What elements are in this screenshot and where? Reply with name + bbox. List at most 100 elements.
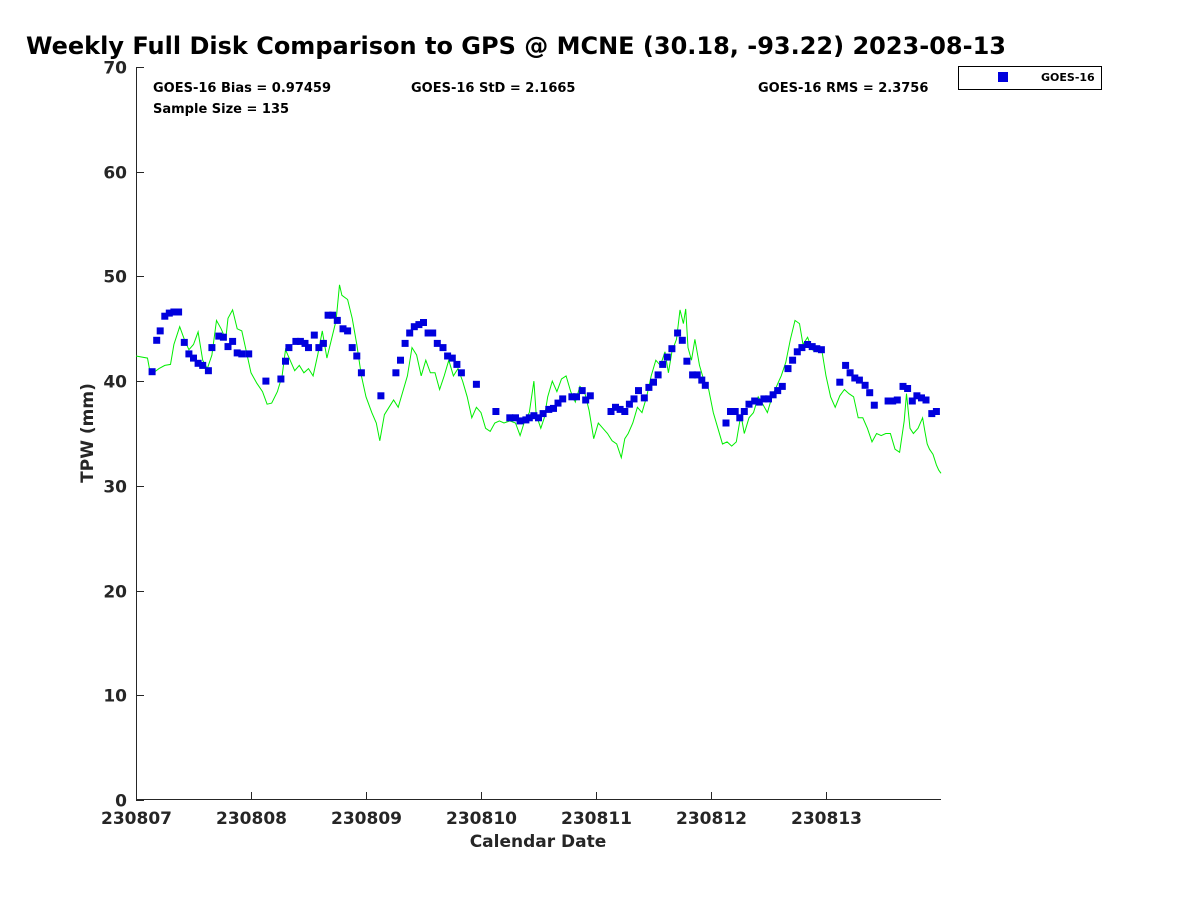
goes-16-point: [640, 394, 648, 402]
goes-16-point: [683, 357, 691, 365]
y-axis-ticks: 0 10 20 30 40 50 60 70: [103, 59, 144, 812]
goes-16-point: [765, 395, 772, 403]
goes-16-point: [893, 396, 901, 404]
goes-16-point: [310, 331, 318, 339]
x-tick-label: 230808: [216, 809, 287, 829]
goes-16-point: [918, 394, 925, 402]
y-tick-label: 50: [103, 268, 127, 288]
goes-16-point: [333, 316, 341, 324]
goes-16-point: [645, 383, 653, 391]
goes-16-point: [573, 393, 580, 401]
goes-16-point: [233, 349, 241, 357]
goes-16-point: [751, 397, 759, 405]
goes-16-point: [453, 360, 461, 368]
goes-16-point: [908, 397, 916, 405]
x-tick-label: 230807: [101, 809, 172, 829]
goes-16-point: [607, 408, 615, 415]
goes-16-point: [568, 393, 576, 401]
goes-16-point: [315, 344, 323, 352]
goes-16-point: [170, 308, 178, 316]
y-axis-label: TPW (mm): [78, 383, 98, 483]
goes-16-point: [554, 399, 562, 407]
goes-16-point: [866, 389, 874, 397]
chart-title: Weekly Full Disk Comparison to GPS @ MCN…: [26, 32, 1006, 60]
goes-16-point: [855, 376, 863, 384]
rms-stat: GOES-16 RMS = 2.3756: [758, 81, 928, 96]
goes-16-point: [846, 369, 854, 377]
y-tick-label: 30: [103, 478, 127, 498]
goes-16-point: [789, 356, 797, 364]
goes-16-point: [559, 395, 567, 403]
goes-16-point: [663, 353, 671, 361]
goes-16-point: [175, 308, 183, 316]
goes-16-point: [621, 408, 629, 415]
goes-16-point: [904, 385, 912, 392]
goes-16-point: [429, 329, 437, 337]
x-axis-label: Calendar Date: [470, 832, 607, 852]
goes-16-point: [148, 368, 156, 376]
goes-16-point: [630, 395, 638, 403]
x-axis-ticks: 230807 230808 230809 230810 230811 230812 2308…: [101, 792, 862, 829]
goes-16-point: [190, 354, 197, 362]
goes-16-point: [582, 396, 590, 404]
goes-16-point: [444, 352, 452, 360]
goes-16-point: [922, 396, 930, 404]
goes-16-point: [204, 367, 212, 375]
goes-16-point: [324, 311, 332, 319]
goes-16-point: [238, 350, 246, 358]
goes-16-point: [319, 339, 327, 347]
goes-16-point: [424, 329, 432, 337]
goes-16-point: [448, 354, 456, 362]
goes-16-point: [870, 401, 878, 409]
goes-16-point: [578, 387, 586, 395]
x-tick-label: 230810: [446, 809, 517, 829]
x-tick-label: 230809: [331, 809, 402, 829]
goes-16-point: [277, 375, 285, 383]
goes-16-point: [928, 410, 936, 418]
goes-16-point: [305, 344, 312, 352]
goes-16-point: [215, 332, 223, 340]
goes-16-point: [654, 371, 662, 379]
goes-16-point: [344, 327, 352, 335]
goes-16-point: [774, 387, 782, 395]
goes-16-point: [392, 369, 400, 377]
legend-box: [958, 66, 1102, 90]
goes-16-point: [353, 352, 361, 360]
goes-16-point: [492, 408, 500, 415]
goes-16-point: [262, 377, 270, 385]
goes-16-point: [406, 329, 414, 337]
goes-16-point: [153, 336, 161, 344]
std-stat: GOES-16 StD = 2.1665: [411, 81, 575, 96]
goes-16-point: [292, 337, 300, 345]
goes-16-point: [899, 382, 907, 390]
goes-16-point: [357, 369, 365, 377]
goes-16-point: [410, 323, 418, 331]
goes-16-point: [530, 412, 538, 420]
goes-16-point: [798, 344, 806, 352]
goes-16-point: [161, 312, 169, 320]
goes-16-point: [285, 344, 293, 352]
goes-16-point: [793, 348, 801, 356]
goes-16-point: [727, 408, 734, 415]
goes-16-point: [472, 380, 480, 388]
y-tick-label: 20: [103, 583, 127, 603]
goes-16-point: [245, 350, 253, 358]
goes-16-point: [836, 378, 844, 386]
goes-16-point: [415, 321, 423, 329]
goes-16-point: [180, 338, 188, 346]
goes-16-point: [550, 404, 557, 412]
sample-size-stat: Sample Size = 135: [153, 102, 289, 117]
goes-16-point: [817, 346, 825, 354]
goes-16-series: [148, 308, 940, 427]
goes-16-point: [668, 345, 676, 353]
goes-16-point: [457, 369, 465, 377]
goes-16-point: [760, 395, 768, 403]
legend-label-goes-16: GOES-16: [1041, 71, 1095, 84]
goes-16-point: [625, 400, 633, 408]
goes-16-point: [439, 344, 447, 352]
y-tick-label: 70: [103, 59, 127, 79]
goes-16-point: [804, 341, 812, 348]
goes-16-point: [698, 376, 706, 384]
goes-16-point: [635, 387, 642, 395]
